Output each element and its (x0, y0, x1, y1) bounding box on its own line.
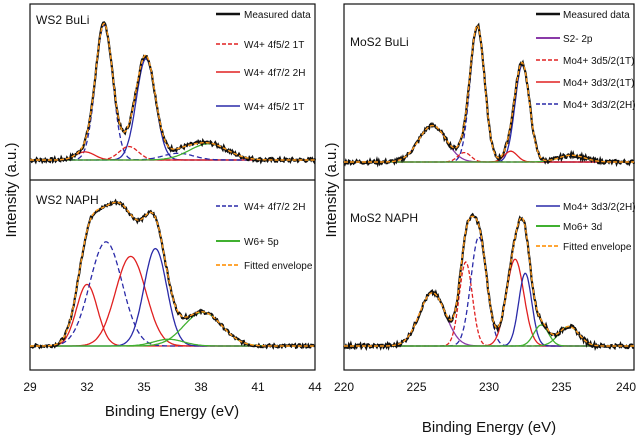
legend-label: Measured data (563, 10, 630, 21)
x-tick-label: 38 (194, 380, 208, 394)
legend-label: Mo4+ 3d3/2(2H) (563, 100, 636, 111)
legend-label: Fitted envelope (563, 242, 632, 253)
x-tick-label: 225 (406, 380, 426, 394)
right-plot-frame (343, 3, 635, 371)
panel-title-ws2-naph: WS2 NAPH (36, 193, 99, 207)
left-x-axis: 29 32 35 38 41 44 (23, 380, 322, 394)
legend-label: Mo4+ 3d3/2(2H) (563, 202, 636, 213)
fitted-envelope-curve (344, 24, 634, 163)
x-tick-label: 29 (23, 380, 37, 394)
right-x-axis-title: Binding Energy (eV) (422, 419, 556, 436)
left-x-axis-title: Binding Energy (eV) (105, 403, 239, 420)
x-tick-label: 41 (251, 380, 265, 394)
legend-label: W4+ 4f5/2 1T (244, 40, 304, 51)
left-y-axis-title: Intensity (a.u.) (3, 142, 20, 237)
fitted-envelope-curve (30, 201, 315, 347)
legend-mos2-naph: Mo4+ 3d3/2(2H) Mo6+ 3d Fitted envelope (536, 202, 636, 253)
x-tick-label: 220 (334, 380, 354, 394)
legend-label: Mo6+ 3d (563, 222, 602, 233)
legend-label: Fitted envelope (244, 261, 313, 272)
legend-label: W4+ 4f7/2 2H (244, 202, 305, 213)
legend-label: W4+ 4f7/2 2H (244, 68, 305, 79)
left-plot-frame (29, 3, 316, 371)
legend-label: S2- 2p (563, 34, 593, 45)
fitted-envelope-curve (344, 215, 634, 347)
measured-data-curve (29, 198, 316, 350)
legend-label: W4+ 4f5/2 1T (244, 102, 304, 113)
right-y-axis-title: Intensity (a.u.) (323, 142, 340, 237)
right-x-axis: 220 225 230 235 240 (334, 380, 636, 394)
x-tick-label: 35 (137, 380, 151, 394)
legend-mos2-buli: Measured data S2- 2p Mo4+ 3d5/2(1T) Mo4+… (536, 10, 636, 111)
legend-ws2-buli: Measured data W4+ 4f5/2 1T W4+ 4f7/2 2H … (216, 10, 311, 113)
measured-data-curve (29, 21, 317, 165)
legend-label: Measured data (244, 10, 311, 21)
legend-label: Mo4+ 3d5/2(1T) (563, 56, 634, 67)
component-peak-curve (344, 272, 634, 347)
x-tick-label: 32 (80, 380, 94, 394)
component-peak-curve (30, 311, 315, 347)
fitted-envelope-curve (30, 22, 315, 161)
spectra-curves (29, 21, 636, 352)
legend-label: Mo4+ 3d3/2(1T) (563, 78, 634, 89)
x-tick-label: 230 (479, 380, 499, 394)
panel-title-mos2-buli: MoS2 BuLi (350, 35, 409, 49)
legend-label: W6+ 5p (244, 237, 279, 248)
panel-title-ws2-buli: WS2 BuLi (36, 13, 89, 27)
x-tick-label: 240 (616, 380, 636, 394)
component-peak-curve (30, 145, 315, 161)
x-tick-label: 235 (551, 380, 571, 394)
panel-title-mos2-naph: MoS2 NAPH (350, 211, 418, 225)
legend-ws2-naph: W4+ 4f7/2 2H W6+ 5p Fitted envelope (216, 202, 313, 272)
x-tick-label: 44 (308, 380, 322, 394)
measured-data-curve (343, 212, 635, 352)
